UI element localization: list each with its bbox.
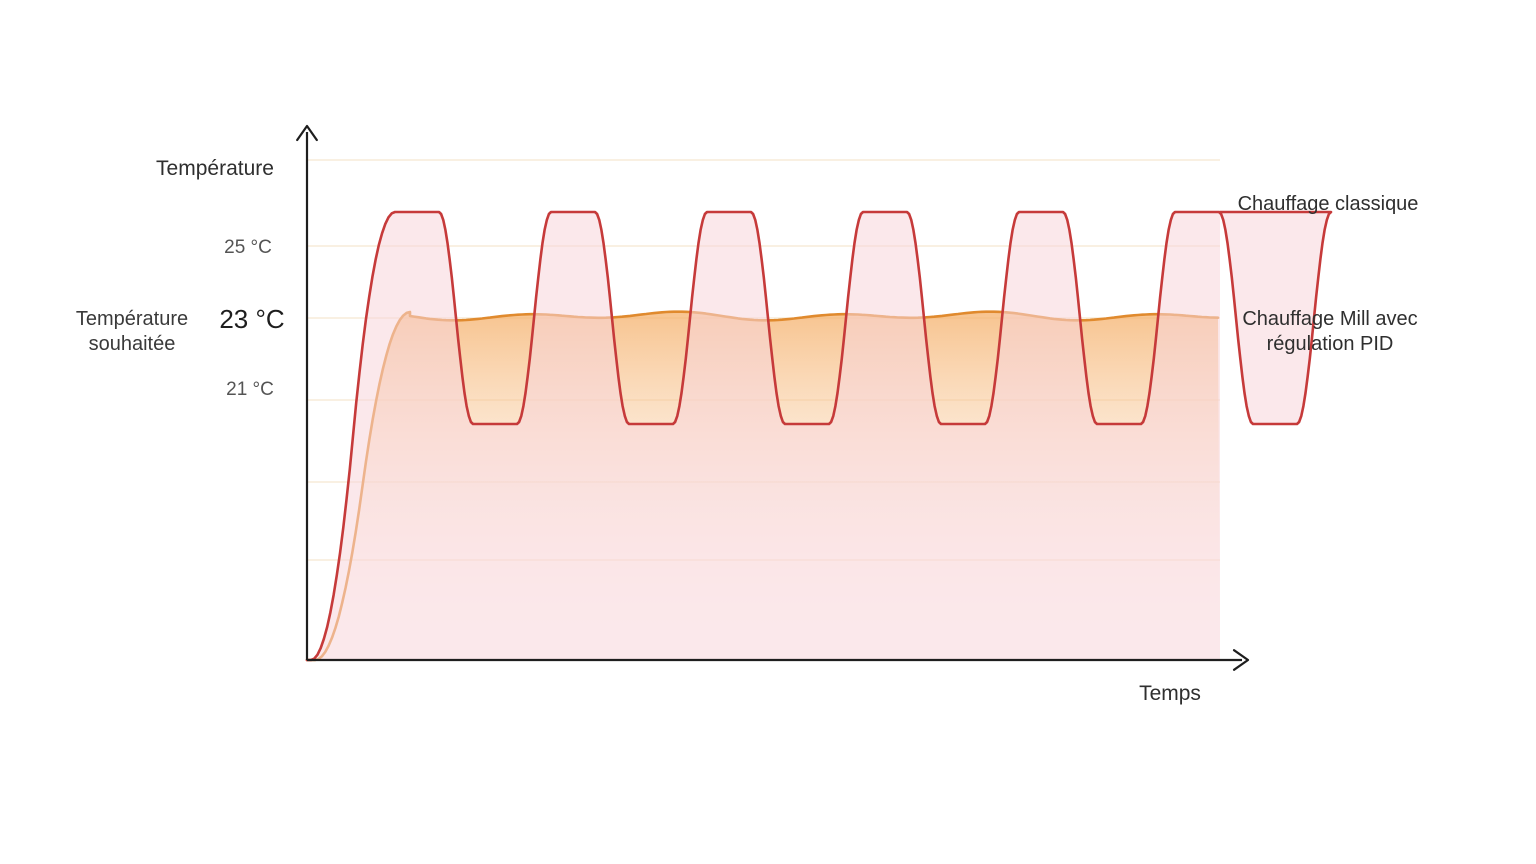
chart-container: Température Temps Température souhaitée … (0, 0, 1536, 864)
ytick-25: 25 °C (138, 236, 358, 260)
x-axis-label: Temps (1060, 681, 1280, 707)
temperature-chart (0, 0, 1536, 864)
legend-pid: Chauffage Mill avec régulation PID (1225, 307, 1435, 357)
ytick-23-target: 23 °C (142, 303, 362, 336)
y-axis-label: Température (105, 156, 325, 182)
classic-area (307, 212, 1331, 660)
ytick-21: 21 °C (140, 378, 360, 402)
legend-classic: Chauffage classique (1228, 192, 1428, 217)
